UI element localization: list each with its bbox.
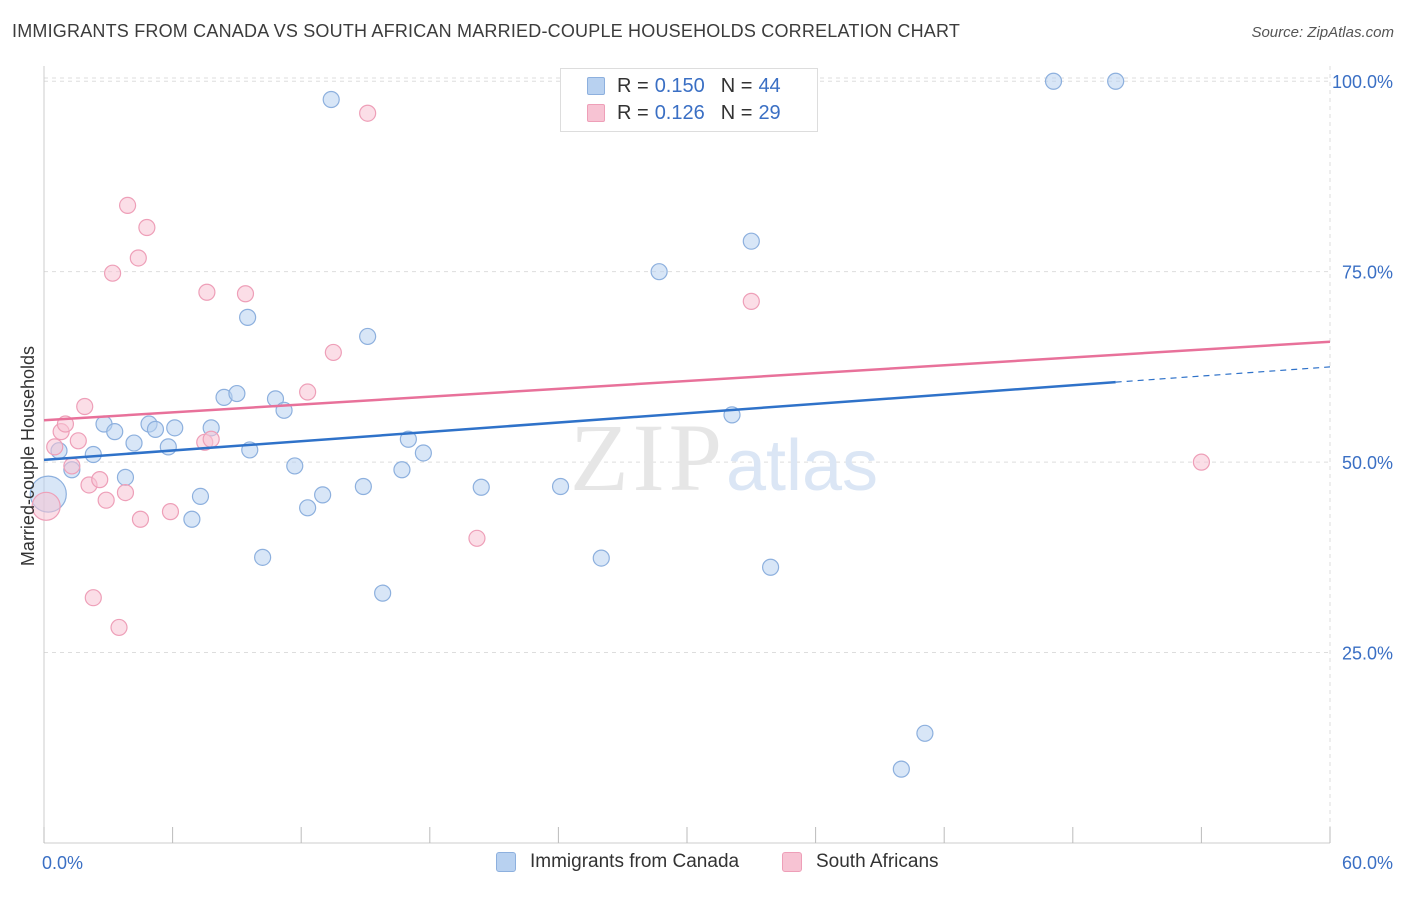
source-credit: Source: ZipAtlas.com bbox=[1251, 24, 1394, 41]
n-value-south-africans: 29 bbox=[758, 101, 781, 124]
legend-row-canada: R = 0.150 N = 44 bbox=[587, 73, 781, 99]
point-canada bbox=[254, 548, 272, 566]
point-canada bbox=[354, 477, 372, 496]
point-canada bbox=[125, 434, 143, 452]
point-canada bbox=[183, 510, 201, 528]
point-canada bbox=[116, 468, 135, 486]
point-south-africans bbox=[138, 218, 156, 237]
x-tick-label-max: 60.0% bbox=[1342, 853, 1393, 873]
point-south-africans bbox=[236, 285, 255, 303]
point-canada bbox=[742, 232, 760, 250]
chart-title: IMMIGRANTS FROM CANADA VS SOUTH AFRICAN … bbox=[12, 21, 961, 41]
point-canada bbox=[592, 549, 610, 567]
series-south-africans bbox=[31, 104, 1211, 637]
watermark-zip: ZIP bbox=[570, 404, 726, 511]
legend-swatch-south-africans bbox=[587, 104, 605, 122]
point-canada bbox=[414, 444, 432, 462]
point-canada bbox=[166, 419, 184, 437]
point-canada bbox=[159, 438, 177, 456]
correlation-legend: R = 0.150 N = 44 R = 0.126 N = 29 bbox=[560, 68, 818, 132]
n-label: N = bbox=[720, 101, 753, 124]
point-south-africans bbox=[76, 397, 94, 416]
trend-line-canada bbox=[43, 380, 1116, 462]
trend-lines bbox=[43, 340, 1331, 462]
n-label: N = bbox=[720, 74, 753, 97]
point-canada bbox=[106, 423, 124, 441]
point-canada bbox=[650, 263, 668, 281]
point-canada bbox=[359, 327, 377, 346]
point-south-africans bbox=[84, 589, 102, 607]
legend-item-canada[interactable]: Immigrants from Canada bbox=[496, 851, 739, 873]
legend-row-south-africans: R = 0.126 N = 29 bbox=[587, 100, 781, 126]
point-south-africans bbox=[202, 430, 220, 448]
point-canada bbox=[286, 457, 304, 475]
point-south-africans bbox=[97, 491, 115, 509]
y-tick-label: 100.0% bbox=[1332, 72, 1393, 92]
y-axis-label-wrap: Married-couple Households bbox=[16, 0, 56, 897]
point-canada bbox=[322, 90, 340, 109]
point-canada bbox=[84, 445, 102, 464]
point-canada bbox=[551, 477, 570, 496]
point-canada bbox=[146, 420, 165, 438]
point-canada bbox=[472, 478, 490, 496]
point-south-africans bbox=[69, 432, 87, 450]
point-south-africans bbox=[118, 196, 137, 215]
watermark-atlas: atlas bbox=[726, 426, 878, 506]
point-south-africans bbox=[131, 510, 150, 528]
point-south-africans bbox=[198, 283, 216, 301]
legend-label-canada: Immigrants from Canada bbox=[530, 851, 740, 872]
trend-line-south-africans bbox=[43, 340, 1331, 422]
point-canada bbox=[191, 487, 210, 505]
r-label: R = bbox=[617, 74, 649, 97]
watermark: ZIP atlas bbox=[570, 404, 878, 511]
point-canada bbox=[1044, 72, 1063, 90]
point-south-africans bbox=[324, 343, 342, 362]
y-tick-label: 50.0% bbox=[1342, 453, 1393, 473]
point-south-africans bbox=[299, 383, 317, 401]
point-south-africans bbox=[161, 503, 180, 521]
point-south-africans bbox=[468, 529, 486, 547]
legend-swatch-south-africans bbox=[782, 852, 802, 872]
point-south-africans bbox=[91, 471, 109, 489]
point-canada bbox=[761, 558, 780, 576]
point-south-africans bbox=[31, 491, 61, 521]
point-canada bbox=[314, 486, 332, 504]
point-canada bbox=[916, 724, 934, 742]
r-value-south-africans: 0.126 bbox=[654, 101, 705, 124]
legend-label-south-africans: South Africans bbox=[816, 851, 939, 872]
series-legend: Immigrants from Canada South Africans bbox=[0, 851, 1406, 877]
point-canada bbox=[892, 760, 910, 778]
point-canada bbox=[399, 430, 417, 448]
trend-line-canada-extension bbox=[1115, 366, 1331, 383]
x-tick-label-min: 0.0% bbox=[42, 853, 83, 873]
point-south-africans bbox=[116, 483, 135, 502]
point-south-africans bbox=[359, 104, 377, 122]
point-south-africans bbox=[1192, 453, 1211, 471]
y-tick-label: 25.0% bbox=[1342, 644, 1393, 664]
point-canada bbox=[1107, 72, 1125, 90]
legend-swatch-canada bbox=[496, 852, 516, 872]
point-south-africans bbox=[46, 438, 64, 456]
tick-labels: 25.0% 50.0% 75.0% 100.0% 0.0% 60.0% bbox=[42, 72, 1393, 873]
point-canada bbox=[374, 584, 392, 602]
r-value-canada: 0.150 bbox=[654, 74, 705, 97]
y-axis-label: Married-couple Households bbox=[18, 346, 38, 566]
axes bbox=[43, 66, 1331, 844]
point-south-africans bbox=[63, 457, 81, 475]
legend-item-south-africans[interactable]: South Africans bbox=[782, 851, 939, 873]
n-value-canada: 44 bbox=[758, 74, 781, 97]
point-canada bbox=[299, 499, 317, 517]
point-south-africans bbox=[103, 264, 122, 282]
point-canada bbox=[393, 461, 411, 479]
point-canada bbox=[239, 308, 257, 326]
point-south-africans bbox=[110, 618, 128, 637]
point-south-africans bbox=[129, 249, 147, 267]
r-label: R = bbox=[617, 101, 649, 124]
point-canada bbox=[228, 384, 246, 403]
legend-swatch-canada bbox=[587, 77, 605, 95]
point-south-africans bbox=[742, 292, 760, 310]
y-tick-label: 75.0% bbox=[1342, 263, 1393, 283]
